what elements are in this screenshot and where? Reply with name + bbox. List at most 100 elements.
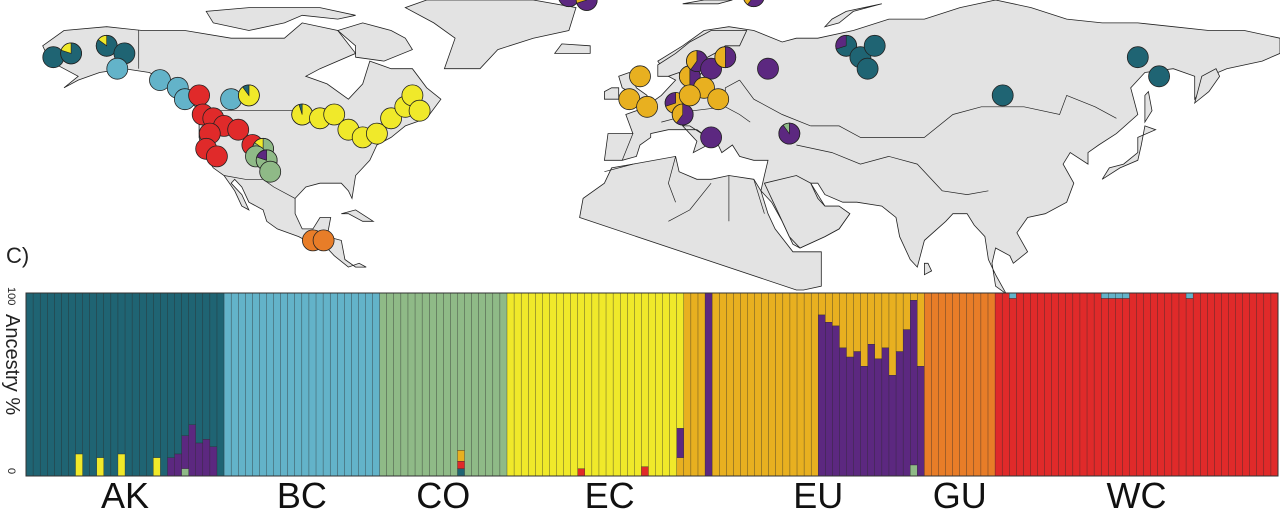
admixture-bar-segment — [605, 292, 614, 477]
admixture-bar-segment — [131, 292, 140, 477]
admixture-bar-segment — [874, 358, 883, 477]
admixture-bar-segment — [867, 292, 876, 345]
sample-pie — [380, 107, 403, 130]
sample-pie — [237, 84, 260, 107]
admixture-bar-segment — [464, 292, 472, 477]
admixture-bar-segment — [174, 453, 182, 477]
admixture-bar-segment — [846, 356, 854, 477]
admixture-bar-segment — [457, 461, 465, 469]
admixture-bar-segment — [1228, 292, 1236, 477]
structure-plot: Ancestry % 100 0 AK BC CO EC EU GU WC — [1, 287, 1279, 516]
admixture-bar-segment — [860, 366, 869, 477]
group-label: WC — [1107, 475, 1167, 516]
admixture-bar-segment — [1122, 292, 1130, 299]
land-novaya — [823, 3, 882, 28]
admixture-bar-segment — [308, 292, 317, 477]
admixture-bar-segment — [726, 292, 734, 477]
admixture-bar-segment — [641, 292, 649, 468]
admixture-bar-segment — [117, 292, 126, 455]
admixture-bar-segment — [556, 292, 564, 477]
admixture-bar-segment — [82, 292, 91, 477]
admixture-bar-segment — [287, 292, 296, 477]
admixture-bar-segment — [867, 344, 876, 477]
admixture-bar-segment — [1023, 292, 1031, 477]
y-axis-label: Ancestry % — [1, 314, 23, 415]
admixture-bar-segment — [365, 292, 373, 477]
admixture-bars — [25, 292, 1279, 477]
admixture-bar-segment — [690, 292, 699, 477]
group-label: BC — [277, 475, 327, 516]
admixture-bar-segment — [39, 292, 48, 477]
admixture-bar-segment — [103, 292, 112, 477]
sample-pies — [42, 0, 1170, 252]
sample-pie — [778, 122, 801, 145]
admixture-bar-segment — [634, 292, 642, 477]
sample-pie — [991, 84, 1014, 107]
sample-pie — [60, 42, 82, 65]
sample-pie — [95, 34, 118, 57]
admixture-bar-segment — [54, 292, 62, 477]
pie-slice — [700, 57, 722, 80]
admixture-bar-segment — [994, 292, 1003, 477]
admixture-bar-segment — [68, 292, 76, 477]
admixture-bar-segment — [75, 453, 83, 477]
admixture-bar-segment — [1270, 292, 1279, 477]
admixture-bar-segment — [1214, 292, 1222, 477]
pie-slice — [707, 88, 730, 111]
land-baffin — [336, 22, 413, 62]
pie-slice — [408, 99, 431, 122]
admixture-bar-segment — [520, 292, 529, 477]
border-line — [796, 144, 889, 165]
admixture-bar-segment — [181, 292, 190, 436]
admixture-bar-segment — [96, 292, 105, 458]
admixture-bar-segment — [1115, 292, 1123, 299]
admixture-bar-segment — [471, 292, 480, 477]
admixture-bar-segment — [1065, 292, 1074, 477]
admixture-bar-segment — [1100, 292, 1109, 299]
admixture-bar-segment — [75, 292, 83, 455]
admixture-bar-segment — [160, 292, 168, 477]
admixture-bar-segment — [344, 292, 352, 477]
sample-pie — [558, 0, 580, 8]
pie-slice — [227, 118, 250, 141]
admixture-bar-segment — [188, 292, 197, 425]
admixture-bar-segment — [910, 300, 918, 466]
pie-slice — [1126, 46, 1149, 69]
admixture-bar-segment — [1171, 292, 1180, 477]
admixture-bar-segment — [499, 292, 508, 477]
pie-outline — [743, 0, 765, 8]
admixture-bar-segment — [641, 466, 649, 477]
y-tick-100: 100 — [5, 287, 17, 305]
admixture-bar-segment — [563, 292, 572, 477]
sample-pie — [323, 103, 346, 126]
world-map — [42, 0, 1280, 295]
admixture-bar-segment — [209, 446, 218, 477]
sample-pie — [106, 57, 129, 80]
y-tick-0: 0 — [5, 468, 17, 474]
pie-slice — [323, 103, 346, 126]
admixture-bar-segment — [782, 292, 791, 477]
admixture-bar-segment — [457, 450, 465, 462]
border-line — [668, 156, 676, 203]
admixture-bar-segment — [443, 292, 451, 477]
land-svalbard — [682, 0, 733, 5]
sample-pie — [1148, 65, 1170, 88]
admixture-bar-segment — [1150, 292, 1159, 477]
admixture-bar-segment — [1079, 292, 1088, 477]
sample-pie — [1126, 46, 1149, 69]
admixture-bar-segment — [619, 292, 628, 477]
sample-pie — [700, 57, 722, 80]
admixture-bar-segment — [1242, 292, 1251, 477]
admixture-bar-segment — [1058, 292, 1067, 477]
admixture-bar-segment — [952, 292, 961, 477]
admixture-bar-segment — [266, 292, 274, 477]
admixture-bar-segment — [810, 292, 819, 477]
admixture-bar-segment — [549, 292, 557, 477]
sample-pie — [714, 46, 737, 69]
border-line — [810, 94, 1117, 138]
pie-slice — [380, 107, 403, 130]
admixture-bar-segment — [223, 292, 232, 477]
sample-pie — [863, 34, 886, 57]
admixture-bar-segment — [853, 351, 862, 477]
